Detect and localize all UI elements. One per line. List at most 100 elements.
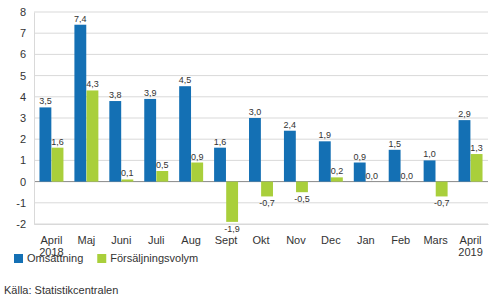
bar	[284, 131, 296, 182]
x-tick-label: April2019	[458, 234, 482, 259]
chart: -2-10123456783,57,43,83,94,51,63,02,41,9…	[0, 0, 500, 304]
x-tick-label-line: Feb	[391, 234, 410, 246]
x-tick-label-line: Dec	[321, 234, 341, 246]
series-bars	[52, 90, 483, 221]
bar	[471, 154, 483, 182]
y-tick-label: -2	[16, 218, 26, 230]
legend-item: Omsättning	[14, 252, 83, 264]
data-label: 2,4	[284, 120, 297, 130]
grid-line	[34, 75, 488, 76]
data-label: 3,8	[109, 90, 122, 100]
x-tick-label-line: Sept	[215, 234, 238, 246]
y-tick-label: 8	[20, 6, 26, 18]
grid-line	[34, 118, 488, 119]
x-tick: Nov	[286, 224, 306, 246]
x-tick: Feb	[391, 224, 410, 246]
x-tick-label: Juni	[111, 234, 131, 246]
bar	[87, 90, 99, 181]
x-axis-line	[35, 224, 489, 225]
x-tick: Mars	[423, 224, 448, 246]
data-label: -0,5	[294, 194, 310, 204]
data-label: 2,9	[458, 109, 471, 119]
data-label: 3,9	[144, 88, 157, 98]
y-tick: -1	[16, 197, 34, 209]
x-tick: Okt	[252, 224, 269, 246]
bar	[331, 177, 343, 181]
y-axis: -2-1012345678	[16, 6, 34, 230]
legend-swatch	[14, 254, 23, 263]
data-label: 1,9	[319, 130, 332, 140]
grid-line	[34, 181, 488, 182]
x-tick-label-line: April	[40, 234, 62, 246]
x-tick-label: Sept	[215, 234, 238, 246]
x-tick-label: Okt	[252, 234, 269, 246]
grid-line	[34, 224, 488, 225]
data-label: 1,6	[214, 137, 227, 147]
y-tick-label: 3	[20, 112, 26, 124]
y-tick: 1	[20, 154, 34, 166]
y-tick-label: 7	[20, 27, 26, 39]
x-axis: April2018MajJuniJuliAugSeptOktNovDecJanF…	[35, 224, 489, 258]
x-tick-label-line: Jan	[357, 234, 375, 246]
data-label: 0,1	[121, 168, 134, 178]
bar	[261, 182, 273, 197]
bar	[401, 181, 413, 182]
data-label: 0,2	[331, 166, 344, 176]
legend: OmsättningFörsäljningsvolym	[14, 252, 198, 264]
data-label: 1,6	[51, 137, 64, 147]
y-tick-label: 1	[20, 154, 26, 166]
data-label: 3,0	[249, 107, 262, 117]
y-tick: 0	[20, 176, 34, 188]
y-tick: 6	[20, 48, 34, 60]
y-tick: -2	[16, 218, 34, 230]
data-label: 0,5	[156, 160, 169, 170]
bars	[39, 25, 482, 222]
x-tick-label: Jan	[357, 234, 375, 246]
data-label: 3,5	[39, 96, 52, 106]
plot: -2-10123456783,57,43,83,94,51,63,02,41,9…	[16, 6, 488, 258]
y-tick: 2	[20, 133, 34, 145]
x-tick: Jan	[357, 224, 375, 246]
bar	[249, 118, 261, 182]
x-tick: Juli	[148, 224, 165, 246]
y-axis-line	[34, 13, 35, 225]
x-tick-label: Juli	[148, 234, 165, 246]
x-tick-label: Nov	[286, 234, 306, 246]
x-tick-label-line: Juni	[111, 234, 131, 246]
x-tick: Aug	[181, 224, 201, 246]
y-tick: 4	[20, 91, 34, 103]
data-label: 4,3	[86, 79, 99, 89]
grid-line	[34, 33, 488, 34]
bar	[226, 182, 238, 222]
data-label: 0,9	[353, 152, 366, 162]
bar	[319, 141, 331, 181]
bar	[74, 25, 86, 182]
bar	[121, 179, 133, 181]
bar	[144, 99, 156, 182]
x-tick: Sept	[215, 224, 238, 246]
data-label: 4,5	[179, 75, 192, 85]
y-tick: 7	[20, 27, 34, 39]
x-tick-label-line: 2019	[458, 246, 482, 258]
source: Källa: Statistikcentralen	[4, 284, 118, 296]
y-tick: 8	[20, 6, 34, 18]
bar	[296, 182, 308, 193]
legend-label: Omsättning	[27, 252, 83, 264]
x-tick-label: Mars	[423, 234, 448, 246]
bar	[179, 86, 191, 181]
legend-swatch	[97, 254, 106, 263]
bar	[424, 160, 436, 181]
y-tick-label: 6	[20, 48, 26, 60]
grid-line	[34, 160, 488, 161]
bar	[459, 120, 471, 181]
data-label: -1,9	[224, 224, 240, 234]
grid-line	[34, 12, 488, 13]
data-label: -0,7	[434, 198, 450, 208]
data-labels: 3,57,43,83,94,51,63,02,41,90,91,51,02,91…	[39, 14, 483, 234]
x-tick: Maj	[78, 224, 96, 246]
x-tick-label-line: Nov	[286, 234, 306, 246]
data-label: 1,0	[423, 149, 436, 159]
bar	[366, 181, 378, 182]
x-tick-label-line: April	[460, 234, 482, 246]
x-tick: Dec	[321, 224, 341, 246]
